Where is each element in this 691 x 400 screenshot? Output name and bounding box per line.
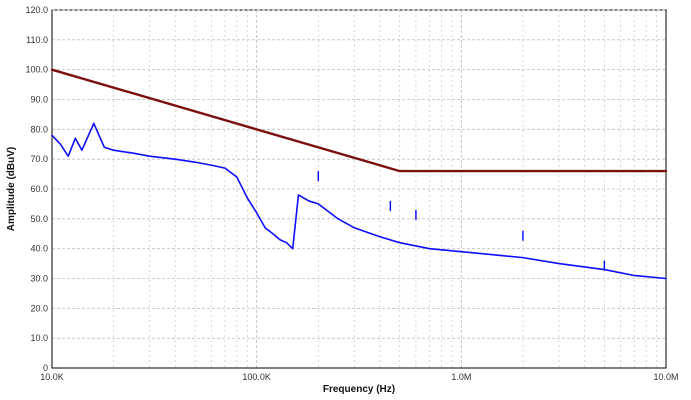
x-tick-label: 1.0M bbox=[451, 372, 471, 382]
y-tick-label: 0 bbox=[43, 363, 48, 373]
y-tick-label: 110.0 bbox=[26, 35, 48, 45]
y-tick-label: 40.0 bbox=[30, 244, 48, 254]
y-tick-label: 120.0 bbox=[25, 5, 48, 15]
y-tick-label: 60.0 bbox=[30, 184, 48, 194]
x-tick-label: 10.0K bbox=[40, 372, 64, 382]
x-axis-label: Frequency (Hz) bbox=[323, 384, 395, 395]
y-tick-label: 80.0 bbox=[30, 124, 48, 134]
y-tick-label: 20.0 bbox=[30, 303, 48, 313]
y-tick-label: 90.0 bbox=[30, 95, 48, 105]
y-axis-label: Amplitude (dBuV) bbox=[6, 147, 17, 231]
x-tick-label: 10.0M bbox=[653, 372, 678, 382]
y-tick-label: 50.0 bbox=[30, 214, 48, 224]
y-tick-label: 100.0 bbox=[25, 65, 48, 75]
measured-emissions-line bbox=[51, 122, 667, 280]
limit-line bbox=[50, 68, 668, 173]
y-tick-label: 10.0 bbox=[30, 333, 48, 343]
x-tick-label: 100.0K bbox=[242, 372, 271, 382]
y-tick-label: 70.0 bbox=[30, 154, 48, 164]
y-tick-label: 30.0 bbox=[30, 274, 48, 284]
